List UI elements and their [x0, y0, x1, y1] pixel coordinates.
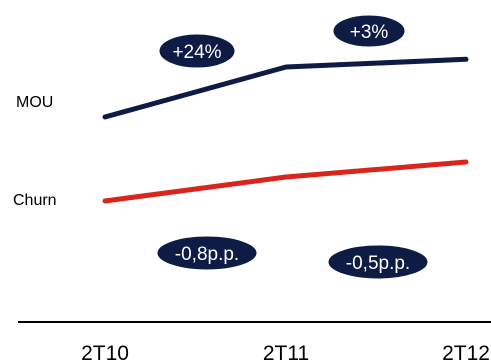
mou-line	[102, 56, 469, 120]
svg-text:-0,5p.p.: -0,5p.p.	[346, 253, 410, 274]
churn-change-callout-2: -0,5p.p.	[327, 244, 429, 280]
series-label-mou: MOU	[16, 94, 53, 111]
svg-text:+3%: +3%	[350, 22, 389, 43]
churn-change-callout-1: -0,8p.p.	[156, 235, 258, 271]
mou-change-callout-2: +3%	[332, 14, 406, 48]
series-label-churn: Churn	[13, 192, 57, 209]
svg-text:+24%: +24%	[172, 42, 221, 63]
churn-line	[102, 159, 469, 204]
svg-text:-0,8p.p.: -0,8p.p.	[175, 244, 239, 265]
mou-change-callout-1: +24%	[158, 33, 236, 69]
x-tick-label: 2T12	[442, 342, 490, 363]
x-tick-label: 2T11	[263, 342, 309, 363]
x-tick-label: 2T10	[81, 342, 129, 363]
